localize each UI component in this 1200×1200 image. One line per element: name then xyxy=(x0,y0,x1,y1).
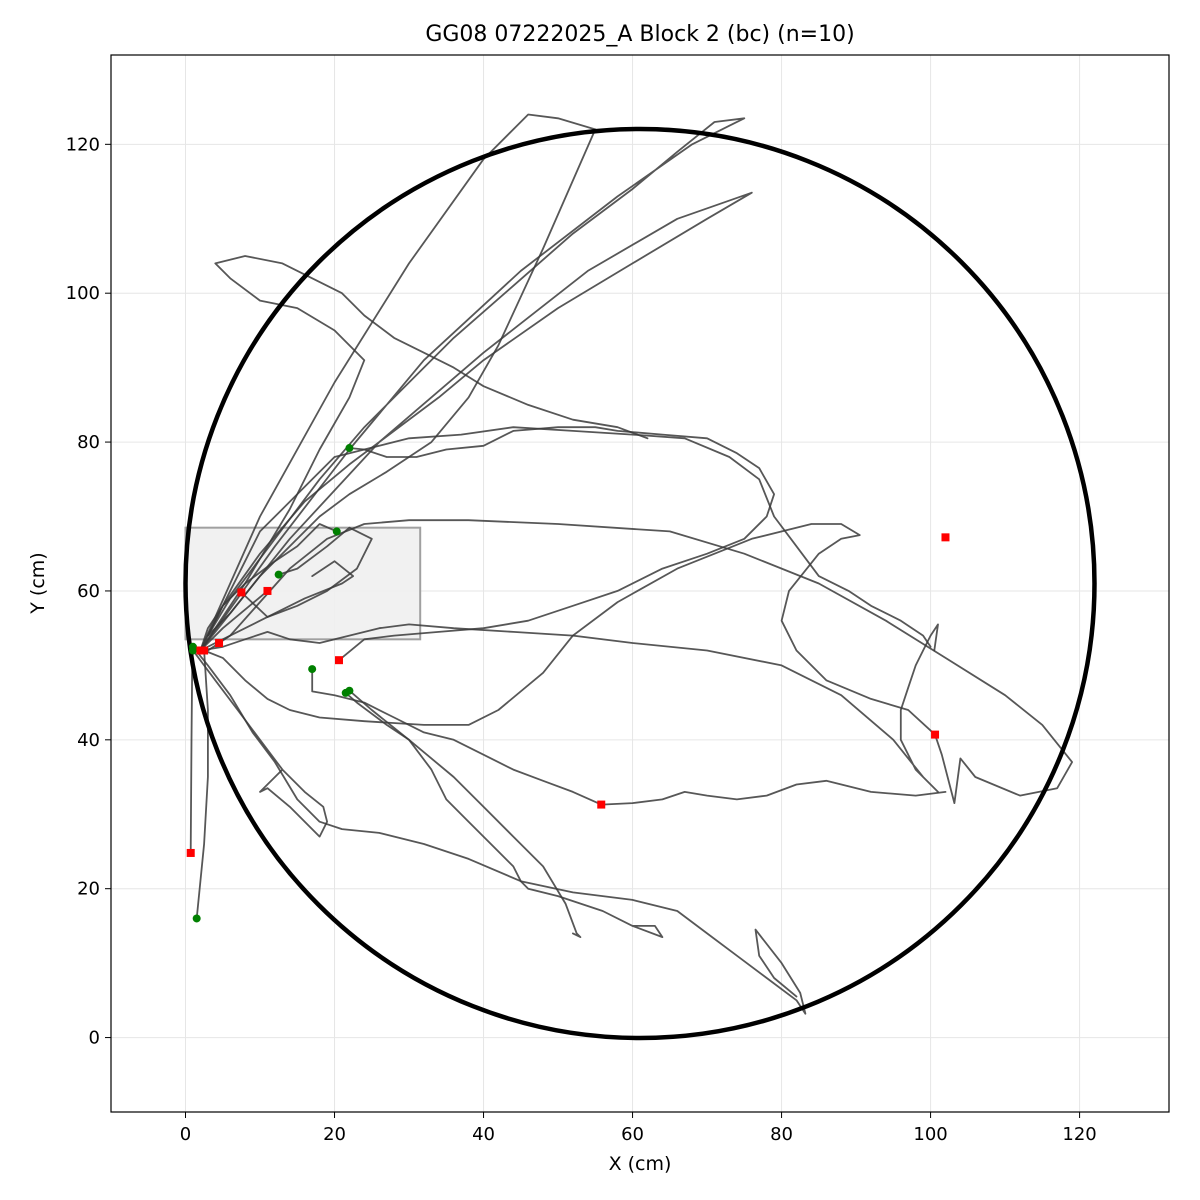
x-tick-label: 20 xyxy=(323,1124,346,1145)
trajectory-path xyxy=(199,560,354,652)
trajectory-path xyxy=(348,689,582,938)
y-tick-label: 20 xyxy=(77,879,100,900)
x-tick-label: 100 xyxy=(913,1124,947,1145)
x-tick-label: 40 xyxy=(472,1124,495,1145)
marker-layer xyxy=(186,444,950,923)
trajectory-path xyxy=(192,645,807,1015)
start-point xyxy=(192,914,201,923)
end-point xyxy=(941,533,950,542)
chart-title: GG08 07222025_A Block 2 (bc) (n=10) xyxy=(425,22,854,47)
y-tick-label: 40 xyxy=(77,730,100,751)
y-tick-label: 0 xyxy=(89,1028,100,1049)
x-axis-label: X (cm) xyxy=(609,1153,672,1175)
y-tick-label: 80 xyxy=(77,432,100,453)
start-point xyxy=(188,646,197,655)
trajectory-path xyxy=(192,649,328,838)
x-tick-label: 60 xyxy=(621,1124,644,1145)
trajectory-path xyxy=(199,191,753,652)
start-point xyxy=(274,570,283,579)
end-point xyxy=(931,730,940,739)
end-point xyxy=(186,848,195,857)
end-point xyxy=(334,656,343,665)
trajectory-path xyxy=(199,117,746,652)
trajectory-path xyxy=(199,426,932,652)
end-point xyxy=(263,586,272,595)
trajectory-path xyxy=(338,426,775,662)
end-point xyxy=(200,646,209,655)
end-point xyxy=(215,639,224,648)
start-point xyxy=(345,444,354,453)
end-point xyxy=(597,800,606,809)
arena-boundary xyxy=(183,126,1097,1041)
trajectory-path xyxy=(199,255,649,652)
y-tick-label: 120 xyxy=(66,134,100,155)
tick-layer: 0 20 40 60 80 100 120 0 20 40 60 80 100 120 xyxy=(66,134,1097,1145)
start-point xyxy=(332,527,341,536)
trajectory-path xyxy=(199,623,939,793)
arena-layer xyxy=(183,126,1097,1041)
end-point xyxy=(237,588,246,597)
trajectory-layer xyxy=(189,113,1073,1015)
start-point xyxy=(345,686,354,695)
x-tick-label: 0 xyxy=(180,1124,191,1145)
plot-frame xyxy=(110,54,1170,1113)
y-tick-label: 60 xyxy=(77,581,100,602)
trajectory-path xyxy=(344,692,664,938)
x-tick-label: 120 xyxy=(1062,1124,1096,1145)
y-axis-label: Y (cm) xyxy=(27,552,49,614)
x-tick-label: 80 xyxy=(770,1124,793,1145)
y-tick-label: 100 xyxy=(66,283,100,304)
start-point xyxy=(308,665,317,674)
trajectory-path xyxy=(199,113,597,652)
trajectory-path xyxy=(240,526,373,618)
